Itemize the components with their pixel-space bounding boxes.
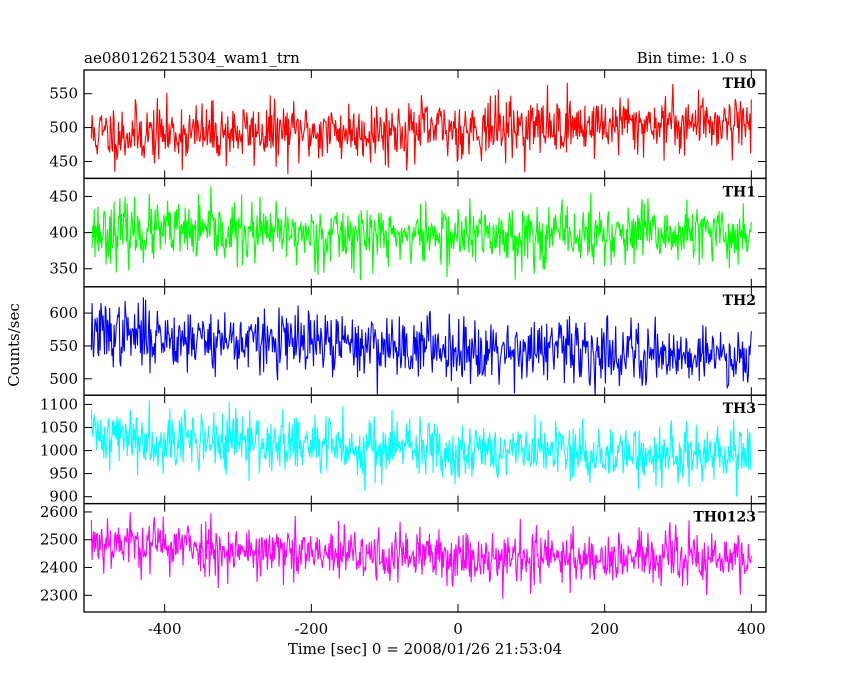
series-line-th2 (90, 297, 752, 396)
panel-name-th2: TH2 (723, 293, 756, 309)
bin-time-label: Bin time: 1.0 s (637, 49, 747, 67)
y-tick-label-th3: 1050 (40, 418, 78, 436)
y-tick-label-th2: 600 (49, 304, 78, 322)
series-line-th0123 (90, 512, 752, 599)
panel-name-th3: TH3 (723, 401, 756, 417)
x-tick-label: 400 (737, 620, 766, 638)
series-line-th1 (90, 186, 752, 281)
y-tick-label-th3: 1000 (40, 442, 78, 460)
y-tick-label-th3: 1100 (40, 395, 78, 413)
x-axis-label: Time [sec] 0 = 2008/01/26 21:53:04 (288, 640, 562, 658)
y-tick-label-th2: 500 (49, 370, 78, 388)
x-tick-label: 0 (453, 620, 463, 638)
x-tick-label: -200 (294, 620, 328, 638)
panels-group: 450 500 550 TH0 350 400 450 TH1 500 550 600 TH2 900 9… (40, 69, 767, 638)
y-tick-label-th3: 950 (49, 465, 78, 483)
y-tick-label-th0123: 2300 (40, 586, 78, 604)
y-axis-label: Counts/sec (5, 303, 23, 387)
y-tick-label-th0123: 2600 (40, 503, 78, 521)
panel-name-th1: TH1 (723, 184, 756, 200)
y-tick-label-th1: 350 (49, 260, 78, 278)
y-tick-label-th0123: 2500 (40, 531, 78, 549)
y-tick-label-th0: 450 (49, 152, 78, 170)
y-tick-label-th3: 900 (49, 488, 78, 506)
x-tick-label: -400 (148, 620, 182, 638)
panel-name-th0: TH0 (723, 76, 757, 92)
y-tick-label-th0: 500 (49, 119, 78, 137)
series-line-th3 (90, 400, 752, 497)
series-line-th0 (90, 82, 752, 175)
panel-frame-th0123 (83, 502, 767, 613)
chart-title: ae080126215304_wam1_trn (84, 49, 300, 67)
y-tick-label-th0: 550 (49, 85, 78, 103)
x-tick-label: 200 (590, 620, 619, 638)
y-tick-label-th1: 400 (49, 224, 78, 242)
y-tick-label-th2: 550 (49, 337, 78, 355)
y-tick-label-th1: 450 (49, 187, 78, 205)
panel-name-th0123: TH0123 (693, 510, 756, 526)
y-tick-label-th0123: 2400 (40, 559, 78, 577)
